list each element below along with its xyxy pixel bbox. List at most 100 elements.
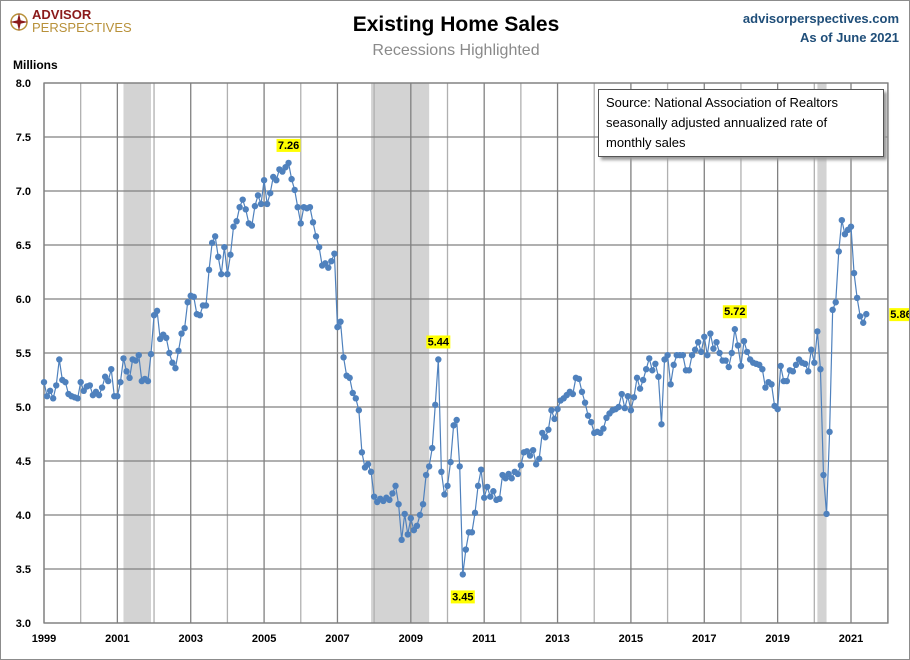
data-point <box>144 377 152 385</box>
data-point <box>471 509 479 517</box>
data-point <box>694 339 702 346</box>
annotation-label: 5.44 <box>428 336 450 348</box>
data-point <box>508 475 515 482</box>
data-point <box>86 382 94 389</box>
data-point <box>856 313 864 320</box>
data-point <box>517 462 525 469</box>
data-point <box>435 356 442 363</box>
data-point <box>814 328 821 335</box>
data-point <box>860 319 867 326</box>
data-point <box>832 299 839 306</box>
data-point <box>444 482 451 490</box>
data-point <box>297 220 304 227</box>
data-point <box>698 348 705 356</box>
data-point <box>46 387 54 394</box>
data-point <box>768 381 775 388</box>
data-point <box>432 401 439 409</box>
x-tick-label: 1999 <box>32 633 56 645</box>
annotation-label: 5.72 <box>724 306 745 318</box>
data-point <box>196 312 204 319</box>
data-point <box>514 470 522 478</box>
annotation-highlight <box>276 138 301 152</box>
data-point <box>242 206 249 213</box>
data-point <box>453 416 460 424</box>
data-point <box>117 378 124 386</box>
data-point <box>389 490 396 497</box>
data-point <box>413 522 421 529</box>
data-point <box>774 405 781 413</box>
data-point <box>808 346 815 353</box>
data-point <box>104 377 112 385</box>
y-tick-label: 8.0 <box>16 78 31 90</box>
data-point <box>398 536 405 544</box>
data-point <box>404 531 411 538</box>
data-point <box>224 270 231 278</box>
data-point <box>248 222 256 229</box>
data-point <box>120 355 127 362</box>
data-point <box>496 495 503 502</box>
data-point <box>208 239 216 247</box>
data-point <box>707 330 714 337</box>
data-point <box>123 368 130 375</box>
data-point <box>722 357 729 364</box>
x-tick-label: 2001 <box>105 633 129 645</box>
data-point <box>346 374 353 382</box>
data-point <box>667 381 674 388</box>
data-point <box>169 359 176 366</box>
data-point <box>202 302 210 309</box>
data-point <box>135 351 142 359</box>
data-point <box>153 307 161 315</box>
data-point <box>679 351 687 359</box>
data-point <box>624 393 632 400</box>
compass-icon <box>10 12 28 31</box>
data-point <box>737 362 745 370</box>
data-point <box>691 346 699 353</box>
data-point <box>340 354 347 361</box>
data-point <box>621 404 628 412</box>
data-point <box>163 334 170 342</box>
data-point <box>401 510 408 518</box>
data-point <box>53 382 60 389</box>
data-point <box>490 488 497 495</box>
data-point <box>551 415 558 423</box>
data-point <box>450 422 457 429</box>
data-point <box>731 326 739 333</box>
data-point <box>352 395 359 402</box>
annotation-highlight <box>450 590 475 604</box>
chart-subtitle: Recessions Highlighted <box>372 42 540 59</box>
data-point <box>447 458 454 466</box>
data-point <box>267 189 274 197</box>
data-point <box>392 482 399 490</box>
data-point <box>716 349 723 357</box>
data-point <box>838 216 846 224</box>
data-point <box>108 366 115 373</box>
data-point <box>95 391 103 399</box>
data-point <box>863 310 870 318</box>
y-tick-label: 7.5 <box>16 132 31 144</box>
data-point <box>642 366 650 373</box>
data-point <box>789 368 797 375</box>
data-point <box>126 374 133 382</box>
data-point <box>429 444 436 452</box>
data-point <box>172 364 179 372</box>
site-info: advisorperspectives.com As of June 2021 <box>743 9 899 47</box>
data-point <box>615 403 622 411</box>
data-point <box>805 368 812 375</box>
data-point <box>325 264 332 271</box>
data-point <box>728 349 735 357</box>
data-point <box>627 407 635 414</box>
data-point <box>288 175 295 183</box>
data-point <box>529 447 537 454</box>
data-point <box>639 376 647 384</box>
x-tick-label: 2015 <box>619 633 643 645</box>
data-point <box>480 494 488 501</box>
x-tick-label: 2009 <box>399 633 423 645</box>
data-point <box>77 378 84 386</box>
data-point <box>459 571 466 578</box>
series-line <box>43 161 867 575</box>
data-point <box>425 463 433 470</box>
data-point <box>536 455 543 463</box>
data-point <box>49 395 57 402</box>
data-point <box>236 204 243 211</box>
